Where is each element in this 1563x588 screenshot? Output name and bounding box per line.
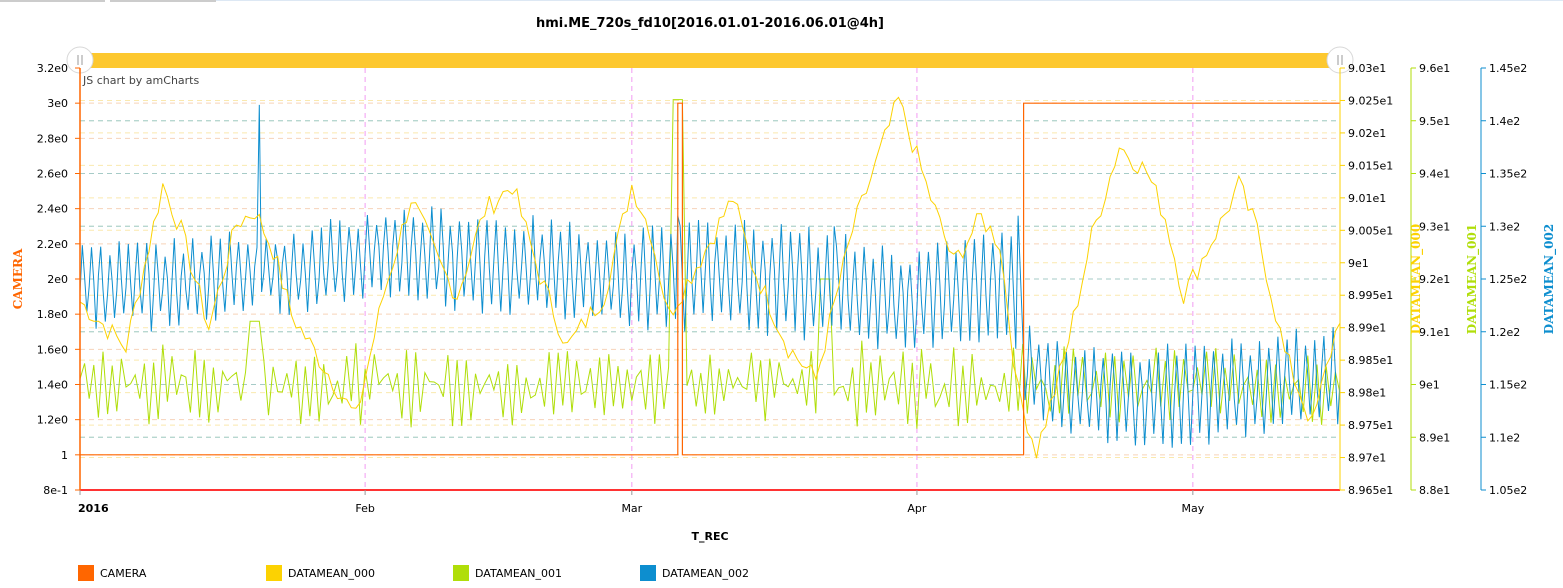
y-tick-label-datamean001: 9.6e1 — [1419, 62, 1450, 75]
y-tick-label-datamean000: 8.98e1 — [1348, 387, 1386, 400]
y-tick-label-camera: 2.2e0 — [37, 238, 68, 251]
y-tick-label-datamean000: 8.985e1 — [1348, 354, 1393, 367]
y-tick-label-datamean000: 9.015e1 — [1348, 159, 1393, 172]
y-tick-label-datamean002: 1.4e2 — [1489, 115, 1520, 128]
y-tick-label-datamean000: 9e1 — [1348, 257, 1369, 270]
legend-label: DATAMEAN_002 — [662, 567, 749, 580]
legend-marker — [78, 565, 94, 581]
series-line-datamean-001 — [79, 99, 1341, 429]
axes-layer: 2016 Feb Mar Apr May 8e-1 1 1.2e0 1.4e0 1.6e0 1.8e… — [11, 62, 1557, 515]
y-tick-label-datamean000: 8.965e1 — [1348, 484, 1393, 497]
y-axis-title-datamean001: DATAMEAN_001 — [1465, 224, 1480, 334]
y-axis-title-datamean000: DATAMEAN_000 — [1409, 224, 1424, 334]
y-tick-label-camera: 3.2e0 — [37, 62, 68, 75]
y-tick-label-camera: 2e0 — [47, 273, 68, 286]
y-tick-label-datamean000: 9.02e1 — [1348, 127, 1386, 140]
scrollbar-left-handle[interactable] — [66, 46, 94, 74]
y-tick-label-datamean000: 9.03e1 — [1348, 62, 1386, 75]
y-tick-label-datamean001: 9.5e1 — [1419, 115, 1450, 128]
y-tick-label-camera: 1.4e0 — [37, 379, 68, 392]
legend: CAMERA DATAMEAN_000 DATAMEAN_001 DATAMEAN_0… — [78, 565, 749, 581]
y-tick-label-datamean001: 9e1 — [1419, 379, 1440, 392]
y-tick-label-datamean000: 9.025e1 — [1348, 94, 1393, 107]
y-tick-label-camera: 1 — [61, 449, 68, 462]
y-tick-label-datamean001: 9.3e1 — [1419, 220, 1450, 233]
y-tick-label-datamean000: 9.005e1 — [1348, 224, 1393, 237]
legend-label: DATAMEAN_001 — [475, 567, 562, 580]
series-layer — [79, 96, 1341, 459]
y-tick-label-datamean001: 8.9e1 — [1419, 431, 1450, 444]
legend-item-datamean-001[interactable]: DATAMEAN_001 — [453, 565, 562, 581]
y-tick-label-datamean000: 8.975e1 — [1348, 419, 1393, 432]
legend-marker — [640, 565, 656, 581]
y-tick-label-camera: 3e0 — [47, 97, 68, 110]
legend-item-camera[interactable]: CAMERA — [78, 565, 147, 581]
y-axis-title-camera: CAMERA — [11, 248, 25, 309]
y-tick-label-camera: 2.6e0 — [37, 168, 68, 181]
y-tick-label-datamean002: 1.45e2 — [1489, 62, 1527, 75]
legend-label: CAMERA — [100, 567, 147, 580]
x-tick-label: Mar — [621, 502, 642, 515]
y-tick-label-datamean002: 1.2e2 — [1489, 326, 1520, 339]
y-tick-label-datamean002: 1.25e2 — [1489, 273, 1527, 286]
y-tick-label-camera: 2.4e0 — [37, 203, 68, 216]
y-tick-label-datamean000: 8.97e1 — [1348, 452, 1386, 465]
x-tick-label: 2016 — [78, 502, 109, 515]
y-tick-label-camera: 2.8e0 — [37, 132, 68, 145]
y-tick-label-datamean001: 8.8e1 — [1419, 484, 1450, 497]
x-tick-label: May — [1181, 502, 1204, 515]
x-tick-label: Feb — [355, 502, 374, 515]
amcharts-credit[interactable]: JS chart by amCharts — [82, 74, 199, 87]
series-line-datamean-002 — [79, 104, 1341, 448]
y-tick-label-datamean002: 1.05e2 — [1489, 484, 1527, 497]
y-tick-label-datamean000: 8.99e1 — [1348, 322, 1386, 335]
y-tick-label-datamean002: 1.35e2 — [1489, 168, 1527, 181]
y-tick-label-datamean001: 9.1e1 — [1419, 326, 1450, 339]
y-tick-label-datamean000: 9.01e1 — [1348, 192, 1386, 205]
series-line-camera — [80, 102, 1340, 456]
y-tick-label-datamean002: 1.3e2 — [1489, 220, 1520, 233]
legend-item-datamean-002[interactable]: DATAMEAN_002 — [640, 565, 749, 581]
y-axis-title-datamean002: DATAMEAN_002 — [1542, 224, 1557, 334]
y-tick-label-camera: 1.2e0 — [37, 414, 68, 427]
y-tick-label-datamean002: 1.15e2 — [1489, 379, 1527, 392]
y-tick-label-camera: 1.8e0 — [37, 308, 68, 321]
legend-label: DATAMEAN_000 — [288, 567, 375, 580]
x-tick-label: Apr — [907, 502, 927, 515]
x-axis-title: T_REC — [691, 530, 728, 543]
scrollbar-track[interactable] — [80, 53, 1340, 68]
legend-marker — [453, 565, 469, 581]
legend-item-datamean-000[interactable]: DATAMEAN_000 — [266, 565, 375, 581]
legend-marker — [266, 565, 282, 581]
top-strip — [0, 0, 1563, 3]
y-tick-label-datamean001: 9.2e1 — [1419, 273, 1450, 286]
y-tick-label-camera: 1.6e0 — [37, 343, 68, 356]
y-tick-label-datamean002: 1.1e2 — [1489, 431, 1520, 444]
y-tick-label-camera: 8e-1 — [43, 484, 68, 497]
series-line-datamean-000 — [79, 96, 1341, 459]
chart-title: hmi.ME_720s_fd10[2016.01.01-2016.06.01@4… — [536, 16, 884, 31]
y-tick-label-datamean000: 8.995e1 — [1348, 289, 1393, 302]
y-tick-label-datamean001: 9.4e1 — [1419, 168, 1450, 181]
